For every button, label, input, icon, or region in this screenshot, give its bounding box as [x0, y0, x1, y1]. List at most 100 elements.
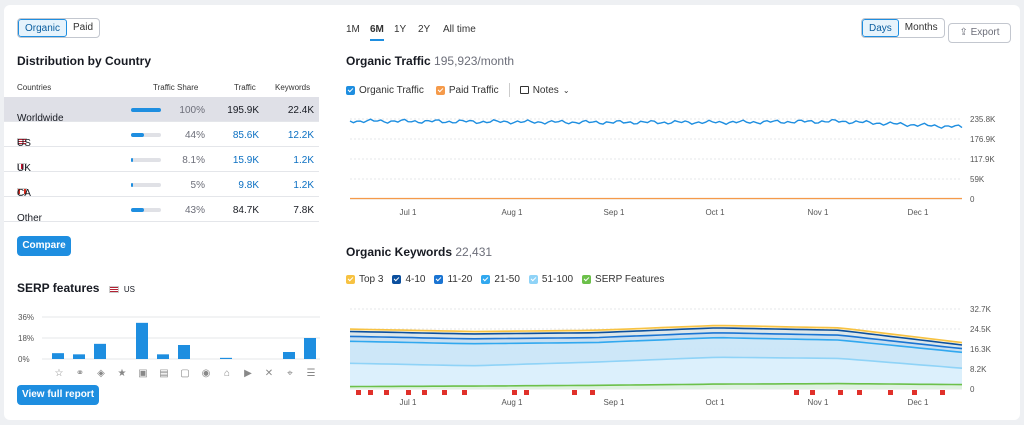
- period-6m[interactable]: 6M: [370, 24, 384, 41]
- note-flag-icon: [384, 390, 389, 395]
- star-icon: ★: [117, 368, 127, 379]
- traffic-share-header: Traffic Share: [153, 83, 199, 92]
- days-toggle[interactable]: Days: [862, 19, 899, 37]
- traffic-share-value: 8.1%: [182, 155, 205, 166]
- keywords-value[interactable]: 1.2K: [293, 180, 314, 191]
- period-1m[interactable]: 1M: [346, 24, 360, 35]
- keywords-value: 7.8K: [293, 205, 314, 216]
- legend-checkbox-serp-features[interactable]: [582, 275, 592, 284]
- country-row-ca[interactable]: CA 5% 9.8K 1.2K: [4, 172, 319, 199]
- serp-bar-list: [304, 338, 316, 359]
- period-2y[interactable]: 2Y: [418, 24, 431, 35]
- legend-label-top-3: Top 3: [359, 274, 384, 285]
- chevron-down-icon: ⌄: [562, 85, 570, 95]
- export-button[interactable]: ⇪ Export: [948, 23, 1011, 43]
- organic-traffic-checkbox[interactable]: [346, 85, 355, 95]
- view-full-report-button[interactable]: View full report: [17, 385, 99, 405]
- organic-traffic-legend-label: Organic Traffic: [359, 84, 424, 96]
- traffic-header: Traffic: [234, 83, 256, 92]
- star-outline-icon: ☆: [54, 368, 64, 379]
- traffic-share-bar: [131, 108, 161, 112]
- period-1y[interactable]: 1Y: [394, 24, 407, 35]
- country-row-us[interactable]: US 44% 85.6K 12.2K: [4, 122, 319, 149]
- series-line-4-10: [349, 327, 963, 346]
- traffic-value[interactable]: 15.9K: [232, 155, 259, 166]
- keywords-value[interactable]: 1.2K: [293, 155, 314, 166]
- keywords-value: 22.4K: [287, 105, 314, 116]
- note-flag-icon: [356, 390, 361, 395]
- keywords-x-tick: Dec 1: [908, 398, 929, 407]
- serp-y-tick: 36%: [18, 313, 34, 322]
- location-diamond-icon: ◈: [97, 368, 105, 379]
- note-flag-icon: [572, 390, 577, 395]
- traffic-y-tick: 0: [970, 195, 975, 204]
- series-line-11-20: [349, 332, 963, 350]
- country-name: UK: [17, 163, 31, 174]
- compare-button[interactable]: Compare: [17, 236, 71, 256]
- note-flag-icon: [888, 390, 893, 395]
- series-line-top-3: [349, 324, 963, 344]
- traffic-y-tick: 235.8K: [970, 115, 996, 124]
- traffic-share-value: 5%: [190, 180, 205, 191]
- organic-traffic-chart: 235.8K 176.9K 117.9K 59K 0 Jul 1 Aug 1 Sep 1 Oct…: [349, 115, 996, 217]
- country-name: CA: [17, 188, 31, 199]
- series-line-serp-features: [349, 382, 963, 388]
- legend-checkbox-21-50[interactable]: [481, 275, 491, 284]
- series-line-51-100: [349, 356, 963, 369]
- traffic-share-bar-fill: [131, 158, 134, 162]
- country-row-uk[interactable]: UK 8.1% 15.9K 1.2K: [4, 147, 319, 174]
- keywords-header: Keywords: [275, 83, 311, 92]
- legend-checkbox-top-3[interactable]: [346, 275, 355, 284]
- country-row-other[interactable]: Other 43% 84.7K 7.8K: [4, 197, 319, 224]
- country-name: Other: [17, 213, 43, 224]
- traffic-x-tick: Aug 1: [502, 208, 523, 217]
- note-flag-icon: [912, 390, 917, 395]
- note-flag-icon: [810, 390, 815, 395]
- organic-traffic-value: 195,923/month: [434, 54, 515, 68]
- keywords-x-tick: Sep 1: [604, 398, 625, 407]
- traffic-value[interactable]: 85.6K: [232, 130, 259, 141]
- period-all-time[interactable]: All time: [443, 24, 476, 35]
- paid-traffic-checkbox[interactable]: [435, 85, 445, 95]
- export-icon: ⇪: [959, 27, 971, 38]
- map-pin-icon: ◉: [201, 368, 211, 379]
- traffic-y-tick: 117.9K: [970, 155, 995, 164]
- legend-checkbox-11-20[interactable]: [434, 275, 444, 284]
- organic-toggle[interactable]: Organic: [18, 19, 68, 37]
- legend-label-21-50: 21-50: [494, 274, 520, 285]
- notes-dropdown[interactable]: Notes ⌄: [519, 85, 570, 96]
- serp-title: SERP features US: [17, 281, 135, 295]
- series-area-serp-features: [350, 383, 962, 389]
- image-gallery-icon: ▤: [159, 368, 169, 379]
- legend-checkbox-4-10[interactable]: [392, 275, 402, 284]
- country-row-worldwide[interactable]: Worldwide 100% 195.9K 22.4K: [4, 97, 319, 124]
- traffic-share-bar: [131, 133, 161, 137]
- countries-header: Countries: [17, 83, 52, 92]
- video-icon: ▶: [244, 368, 252, 379]
- traffic-share-value: 43%: [184, 205, 205, 216]
- x-icon: ✕: [264, 368, 274, 379]
- notes-icon: [519, 86, 529, 94]
- keywords-x-tick: Nov 1: [808, 398, 829, 407]
- organic-keywords-value: 22,431: [455, 245, 493, 259]
- traffic-share-bar-fill: [131, 133, 145, 137]
- tag-icon: ⌖: [287, 368, 293, 379]
- traffic-x-tick: Sep 1: [604, 208, 625, 217]
- us-flag-icon: [108, 286, 119, 293]
- paid-toggle[interactable]: Paid: [73, 22, 94, 33]
- keywords-y-tick: 32.7K: [970, 305, 992, 314]
- traffic-share-bar-fill: [131, 183, 133, 187]
- note-flag-icon: [524, 390, 529, 395]
- organic-paid-toggle: Organic Paid: [17, 18, 101, 38]
- serp-country: US: [123, 285, 135, 294]
- link-icon: ⚭: [75, 368, 85, 379]
- serp-bar-image: [136, 322, 148, 359]
- keywords-x-tick: Oct 1: [705, 398, 725, 407]
- keywords-value[interactable]: 12.2K: [287, 130, 314, 141]
- paid-traffic-legend-label: Paid Traffic: [448, 84, 499, 96]
- traffic-value[interactable]: 9.8K: [238, 180, 259, 191]
- organic-keywords-chart: 32.7K 24.5K 16.3K 8.2K 0 Jul 1 Aug 1 Sep 1 Oct 1…: [349, 305, 992, 407]
- months-toggle[interactable]: Months: [904, 22, 938, 33]
- note-flag-icon: [794, 390, 799, 395]
- legend-checkbox-51-100[interactable]: [528, 275, 538, 284]
